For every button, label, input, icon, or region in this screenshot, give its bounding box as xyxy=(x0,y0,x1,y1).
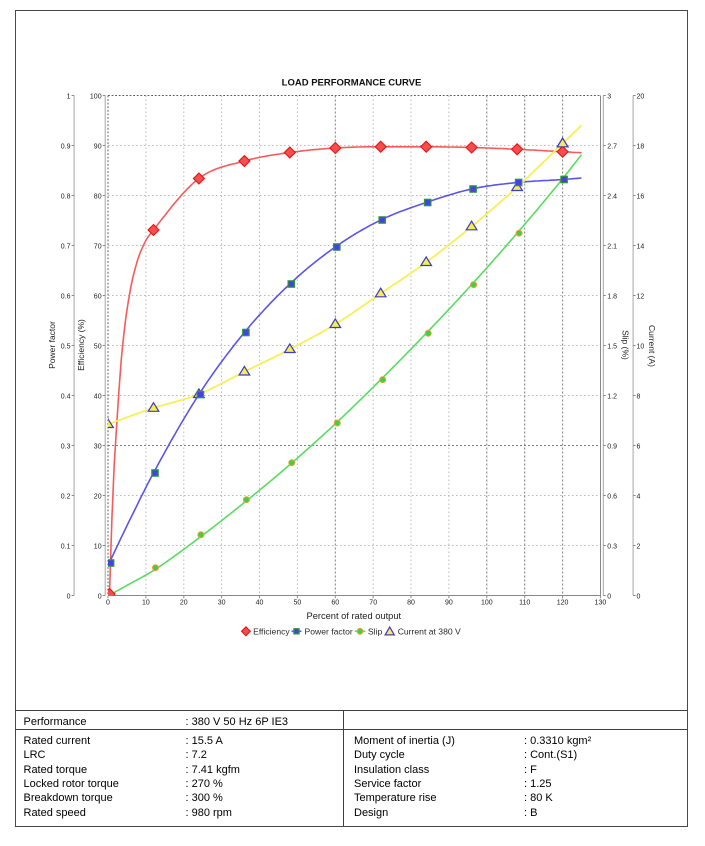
svg-text:10: 10 xyxy=(94,544,102,551)
svg-text:8: 8 xyxy=(637,394,641,401)
svg-text:0: 0 xyxy=(637,594,641,601)
svg-text:Current (A): Current (A) xyxy=(647,325,657,367)
svg-text:80: 80 xyxy=(407,599,415,606)
svg-text:16: 16 xyxy=(637,194,645,201)
svg-text:50: 50 xyxy=(294,599,302,606)
svg-text:0: 0 xyxy=(106,599,110,606)
svg-text:20: 20 xyxy=(637,94,645,101)
svg-text:12: 12 xyxy=(637,294,645,301)
svg-text:30: 30 xyxy=(94,444,102,451)
svg-text:0.9: 0.9 xyxy=(607,444,617,451)
svg-text:Percent of rated output: Percent of rated output xyxy=(307,611,402,621)
svg-text:Power factor: Power factor xyxy=(305,626,353,636)
svg-text:0.3: 0.3 xyxy=(61,444,71,451)
svg-text:80: 80 xyxy=(94,194,102,201)
svg-text:Power factor: Power factor xyxy=(47,321,57,369)
svg-text:70: 70 xyxy=(369,599,377,606)
svg-text:50: 50 xyxy=(94,344,102,351)
svg-text:20: 20 xyxy=(94,494,102,501)
svg-text:6: 6 xyxy=(637,444,641,451)
svg-text:120: 120 xyxy=(557,599,569,606)
svg-text:1.8: 1.8 xyxy=(607,294,617,301)
svg-text:70: 70 xyxy=(94,244,102,251)
svg-text:2: 2 xyxy=(637,544,641,551)
svg-text:0.9: 0.9 xyxy=(61,144,71,151)
svg-text:0: 0 xyxy=(607,594,611,601)
svg-text:30: 30 xyxy=(218,599,226,606)
svg-text:0.2: 0.2 xyxy=(61,494,71,501)
svg-text:1.2: 1.2 xyxy=(607,394,617,401)
svg-text:60: 60 xyxy=(331,599,339,606)
svg-text:10: 10 xyxy=(142,599,150,606)
svg-text:0.7: 0.7 xyxy=(61,244,71,251)
svg-text:1.5: 1.5 xyxy=(607,344,617,351)
svg-text:0: 0 xyxy=(67,594,71,601)
svg-text:0.6: 0.6 xyxy=(61,294,71,301)
svg-text:18: 18 xyxy=(637,144,645,151)
svg-text:1: 1 xyxy=(67,94,71,101)
svg-text:60: 60 xyxy=(94,294,102,301)
svg-text:14: 14 xyxy=(637,244,645,251)
svg-text:100: 100 xyxy=(481,599,493,606)
svg-text:0.6: 0.6 xyxy=(607,494,617,501)
svg-text:2.4: 2.4 xyxy=(607,194,617,201)
svg-text:2.7: 2.7 xyxy=(607,144,617,151)
svg-text:90: 90 xyxy=(445,599,453,606)
svg-text:0.1: 0.1 xyxy=(61,544,71,551)
svg-text:Slip: Slip xyxy=(368,626,383,636)
svg-text:Efficiency (%): Efficiency (%) xyxy=(76,319,86,371)
svg-text:2.1: 2.1 xyxy=(607,244,617,251)
svg-text:10: 10 xyxy=(637,344,645,351)
svg-text:40: 40 xyxy=(256,599,264,606)
svg-text:3: 3 xyxy=(607,94,611,101)
svg-text:110: 110 xyxy=(519,599,530,606)
svg-text:0.5: 0.5 xyxy=(61,344,71,351)
svg-text:0.3: 0.3 xyxy=(607,544,617,551)
svg-text:Efficiency: Efficiency xyxy=(253,626,290,636)
svg-text:100: 100 xyxy=(90,94,102,101)
svg-text:0: 0 xyxy=(98,594,102,601)
svg-text:0.4: 0.4 xyxy=(61,394,71,401)
svg-text:0.8: 0.8 xyxy=(61,194,71,201)
svg-text:4: 4 xyxy=(637,494,641,501)
svg-text:40: 40 xyxy=(94,394,102,401)
svg-text:Current at 380 V: Current at 380 V xyxy=(398,626,461,636)
svg-text:Slip (%): Slip (%) xyxy=(621,330,631,360)
svg-text:LOAD PERFORMANCE CURVE: LOAD PERFORMANCE CURVE xyxy=(282,78,422,89)
svg-text:90: 90 xyxy=(94,144,102,151)
svg-text:20: 20 xyxy=(180,599,188,606)
svg-text:130: 130 xyxy=(595,599,607,606)
